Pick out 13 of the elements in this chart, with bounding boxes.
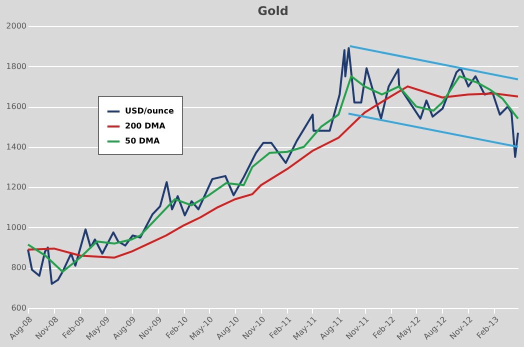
- y-tick-label: 600: [11, 304, 26, 312]
- y-tick-label: 1000: [6, 222, 26, 232]
- y-tick-label: 800: [11, 263, 26, 272]
- y-tick-label: 1800: [6, 62, 26, 71]
- legend-label: USD/ounce: [125, 106, 174, 116]
- chart-title: Gold: [258, 4, 288, 18]
- y-tick-label: 1400: [6, 142, 26, 152]
- y-tick-label: 1600: [6, 102, 26, 112]
- y-tick-label: 1200: [6, 182, 26, 192]
- legend-label: 200 DMA: [125, 122, 166, 130]
- y-tick-label: 2000: [6, 22, 26, 30]
- legend-label: 50 DMA: [125, 136, 161, 146]
- line-series: [27, 47, 519, 285]
